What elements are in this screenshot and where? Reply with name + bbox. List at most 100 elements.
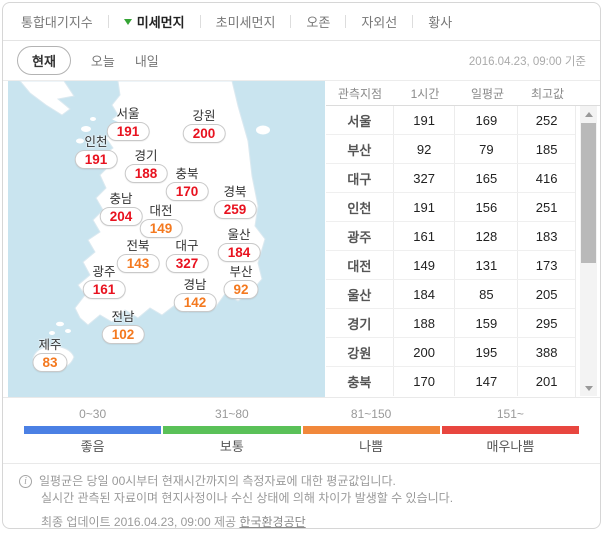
map-marker-ulsan: 울산 184 xyxy=(217,228,261,262)
tab-ozone[interactable]: 오존 xyxy=(306,12,330,31)
legend-label: 매우나쁨 xyxy=(486,439,535,454)
legend-bad: 81~150 나쁨 xyxy=(302,406,441,463)
cell-region: 부산 xyxy=(326,135,394,163)
header-1hour: 1시간 xyxy=(410,86,440,101)
region-label: 광주 xyxy=(92,265,116,279)
cell-1hour: 327 xyxy=(394,164,456,192)
tab-divider xyxy=(199,15,201,28)
legend-label: 좋음 xyxy=(80,439,105,454)
map-marker-seoul: 서울 191 xyxy=(106,107,150,141)
value-text: 102 xyxy=(111,327,135,342)
value-badge: 327 xyxy=(165,254,209,273)
observation-table: 관측지점 1시간 일평균 최고값 서울 191 169 252 부산 92 79… xyxy=(326,81,600,397)
map-marker-jeju: 제주 83 xyxy=(32,338,68,372)
value-text: 161 xyxy=(92,282,116,297)
tomorrow-button[interactable]: 내일 xyxy=(134,54,159,69)
tab-divider xyxy=(107,15,109,28)
value-badge: 188 xyxy=(124,164,168,183)
header-max: 최고값 xyxy=(530,86,565,101)
tab-label: 자외선 xyxy=(361,15,398,30)
region-label: 대구 xyxy=(175,239,199,253)
map-marker-chungbuk: 충북 170 xyxy=(165,167,209,201)
scroll-up-button[interactable] xyxy=(580,106,597,122)
table-row: 부산 92 79 185 xyxy=(326,135,575,164)
value-text: 327 xyxy=(175,256,199,271)
current-button[interactable]: 현재 xyxy=(17,46,71,75)
legend-label: 나쁨 xyxy=(359,439,384,454)
map-marker-daejeon: 대전 149 xyxy=(139,204,183,238)
value-badge: 143 xyxy=(116,254,160,273)
value-text: 188 xyxy=(134,166,158,181)
cell-1hour: 184 xyxy=(394,280,456,308)
value-text: 200 xyxy=(192,126,216,141)
table-scrollbar[interactable] xyxy=(580,106,597,396)
today-button[interactable]: 오늘 xyxy=(90,54,115,69)
cell-max: 185 xyxy=(535,141,558,157)
table-row: 인천 191 156 251 xyxy=(326,193,575,222)
header-daily-avg: 일평균 xyxy=(470,86,505,101)
cell-max: 251 xyxy=(535,199,558,215)
map-marker-jeonbuk: 전북 143 xyxy=(116,239,160,273)
value-text: 191 xyxy=(84,152,108,167)
region-label: 충북 xyxy=(175,167,199,181)
arrow-up-icon xyxy=(584,111,593,117)
update-text: 최종 업데이트 2016.04.23, 09:00 제공 xyxy=(41,515,240,529)
pollutant-tab-bar: 통합대기지수 미세먼지 초미세먼지 오존 자외선 황사 xyxy=(3,3,600,41)
info-icon: i xyxy=(19,475,32,488)
cell-region: 대구 xyxy=(326,164,394,192)
map-marker-daegu: 대구 327 xyxy=(165,239,209,273)
cell-daily-avg: 85 xyxy=(455,280,519,308)
table-row: 대전 149 131 173 xyxy=(326,251,575,280)
region-label: 충남 xyxy=(109,192,133,206)
tab-pm25[interactable]: 초미세먼지 xyxy=(216,12,276,31)
legend-good: 0~30 좋음 xyxy=(23,406,162,463)
value-badge: 191 xyxy=(106,122,150,141)
value-text: 142 xyxy=(183,295,207,310)
value-badge: 259 xyxy=(213,200,257,219)
value-badge: 204 xyxy=(99,207,143,226)
cell-1hour: 191 xyxy=(394,106,456,134)
table-row: 서울 191 169 252 xyxy=(326,106,575,135)
cell-daily-avg: 131 xyxy=(455,251,519,279)
cell-max: 173 xyxy=(535,257,558,273)
provider-link[interactable]: 한국환경공단 xyxy=(239,515,306,529)
map-marker-busan: 부산 92 xyxy=(223,265,259,299)
value-text: 259 xyxy=(223,202,247,217)
legend-color-bar xyxy=(24,426,162,434)
value-text: 92 xyxy=(233,282,249,297)
tab-divider xyxy=(412,15,414,28)
tab-yellow-dust[interactable]: 황사 xyxy=(428,12,452,31)
cell-daily-avg: 147 xyxy=(455,367,519,396)
tab-label: 오존 xyxy=(306,15,331,30)
cell-daily-avg: 195 xyxy=(455,338,519,366)
legend-very-bad: 151~ 매우나쁨 xyxy=(441,406,580,463)
region-label: 부산 xyxy=(229,265,253,279)
tab-pm10[interactable]: 미세먼지 xyxy=(123,12,185,31)
cell-1hour: 149 xyxy=(394,251,456,279)
region-label: 강원 xyxy=(192,109,216,123)
footer-line-1: i 일평균은 당일 00시부터 현재시간까지의 측정자료에 대한 평균값입니다. xyxy=(17,473,586,490)
table-row: 충북 170 147 201 xyxy=(326,367,575,396)
value-badge: 83 xyxy=(32,353,68,372)
cell-1hour: 161 xyxy=(394,222,456,250)
map-marker-gyeonggi: 경기 188 xyxy=(124,149,168,183)
tab-divider xyxy=(290,15,292,28)
value-badge: 184 xyxy=(217,243,261,262)
map-marker-gwangju: 광주 161 xyxy=(82,265,126,299)
legend-color-bar xyxy=(441,426,579,434)
scrollbar-thumb[interactable] xyxy=(581,123,596,263)
value-badge: 200 xyxy=(182,124,226,143)
value-text: 149 xyxy=(149,221,173,236)
scroll-down-button[interactable] xyxy=(580,380,597,396)
tab-cai[interactable]: 통합대기지수 xyxy=(21,12,93,31)
map-marker-chungnam: 충남 204 xyxy=(99,192,143,226)
cell-region: 충북 xyxy=(326,367,394,396)
tab-uv[interactable]: 자외선 xyxy=(361,12,397,31)
cell-max: 183 xyxy=(535,228,558,244)
tab-label: 황사 xyxy=(428,15,453,30)
region-label: 경기 xyxy=(134,149,158,163)
cell-daily-avg: 159 xyxy=(455,309,519,337)
cell-region: 서울 xyxy=(326,106,394,134)
tab-label: 미세먼지 xyxy=(136,15,185,30)
table-row: 울산 184 85 205 xyxy=(326,280,575,309)
